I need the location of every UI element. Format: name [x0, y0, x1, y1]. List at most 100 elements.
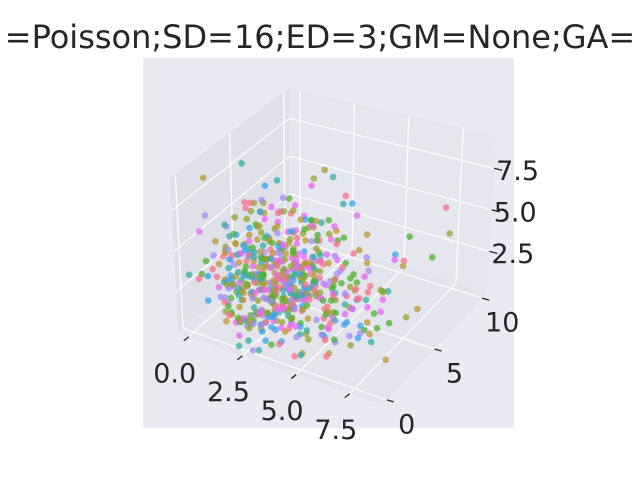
- data-point: [255, 346, 263, 354]
- data-point: [238, 160, 245, 167]
- data-point: [349, 200, 356, 207]
- data-point: [379, 289, 387, 296]
- data-point: [259, 328, 266, 335]
- data-point: [291, 202, 299, 209]
- data-point: [329, 173, 337, 181]
- data-point: [318, 219, 325, 227]
- z-tick-mark: [493, 167, 503, 171]
- data-point: [242, 204, 249, 212]
- y-tick-mark: [434, 348, 442, 352]
- data-point: [245, 337, 252, 344]
- data-point: [247, 199, 254, 207]
- data-point: [325, 230, 333, 238]
- data-point: [363, 259, 371, 267]
- data-point: [347, 275, 354, 282]
- y-tick-label: 5: [446, 359, 463, 390]
- data-point: [355, 246, 363, 254]
- data-point: [287, 321, 294, 329]
- data-point: [261, 234, 268, 242]
- data-point: [254, 263, 262, 271]
- x-tick-mark: [344, 393, 351, 399]
- chart-title: =Poisson;SD=16;ED=3;GM=None;GA=: [4, 18, 636, 56]
- data-point: [275, 340, 283, 348]
- data-point: [232, 239, 239, 247]
- data-point: [361, 273, 368, 280]
- data-point: [198, 270, 206, 278]
- data-point: [316, 268, 324, 275]
- data-point: [250, 320, 257, 328]
- data-point: [268, 203, 275, 211]
- data-point: [228, 251, 236, 259]
- data-point: [235, 279, 243, 287]
- data-point: [340, 234, 348, 241]
- data-point: [234, 269, 242, 276]
- data-point: [338, 279, 345, 287]
- data-point: [268, 264, 276, 271]
- data-point: [317, 251, 324, 259]
- data-point: [246, 231, 253, 239]
- data-point: [341, 321, 348, 328]
- data-point: [402, 313, 410, 321]
- data-point: [366, 330, 373, 338]
- data-point: [274, 249, 282, 256]
- data-point: [293, 240, 301, 247]
- grid-line-z-back: [289, 117, 495, 169]
- data-point: [273, 275, 281, 283]
- data-point: [210, 252, 217, 259]
- data-point: [257, 254, 265, 261]
- data-point: [348, 305, 356, 313]
- data-point: [319, 297, 327, 304]
- data-point: [353, 295, 361, 303]
- data-point: [327, 320, 334, 327]
- data-point: [258, 196, 265, 204]
- data-point: [287, 286, 295, 293]
- data-point: [285, 239, 293, 246]
- data-point: [281, 275, 289, 283]
- data-point: [224, 246, 232, 253]
- data-point: [350, 250, 357, 257]
- data-point: [235, 291, 243, 299]
- data-point: [274, 209, 282, 217]
- tick-labels: 0.0 2.5 5.0 7.5 05 10 2.5 5.0 7.5: [153, 156, 539, 446]
- data-point: [290, 207, 297, 214]
- grid-line-z-back: [289, 193, 490, 252]
- data-point: [313, 237, 321, 244]
- data-point: [267, 255, 275, 263]
- z-tick-label: 5.0: [494, 197, 537, 228]
- data-point: [229, 280, 237, 288]
- data-point: [261, 182, 269, 189]
- data-point: [268, 323, 275, 331]
- data-point: [328, 297, 335, 304]
- data-point: [267, 297, 275, 305]
- data-point: [278, 324, 285, 331]
- data-point: [341, 290, 349, 297]
- data-point: [257, 208, 264, 216]
- data-point: [346, 283, 354, 291]
- x-tick-label: 7.5: [314, 415, 357, 446]
- data-point: [202, 257, 210, 265]
- data-point: [323, 251, 331, 258]
- data-point: [246, 224, 253, 232]
- data-point: [325, 216, 333, 224]
- data-point: [249, 347, 257, 354]
- data-point: [331, 276, 338, 284]
- data-point: [325, 259, 332, 267]
- data-point: [259, 242, 267, 249]
- data-point: [241, 198, 248, 206]
- data-point: [260, 294, 268, 301]
- data-point: [325, 325, 333, 333]
- data-point: [291, 353, 299, 360]
- grid-line-z-back: [289, 155, 492, 211]
- data-point: [261, 279, 269, 287]
- data-point: [244, 282, 251, 290]
- data-point: [318, 323, 325, 331]
- data-point: [255, 222, 263, 230]
- data-point: [297, 351, 305, 359]
- data-point: [236, 303, 243, 311]
- data-point: [213, 273, 221, 281]
- data-point: [254, 297, 262, 305]
- data-point: [249, 263, 257, 270]
- data-point: [321, 166, 328, 174]
- data-point: [274, 229, 281, 237]
- y-tick-mark: [386, 399, 394, 403]
